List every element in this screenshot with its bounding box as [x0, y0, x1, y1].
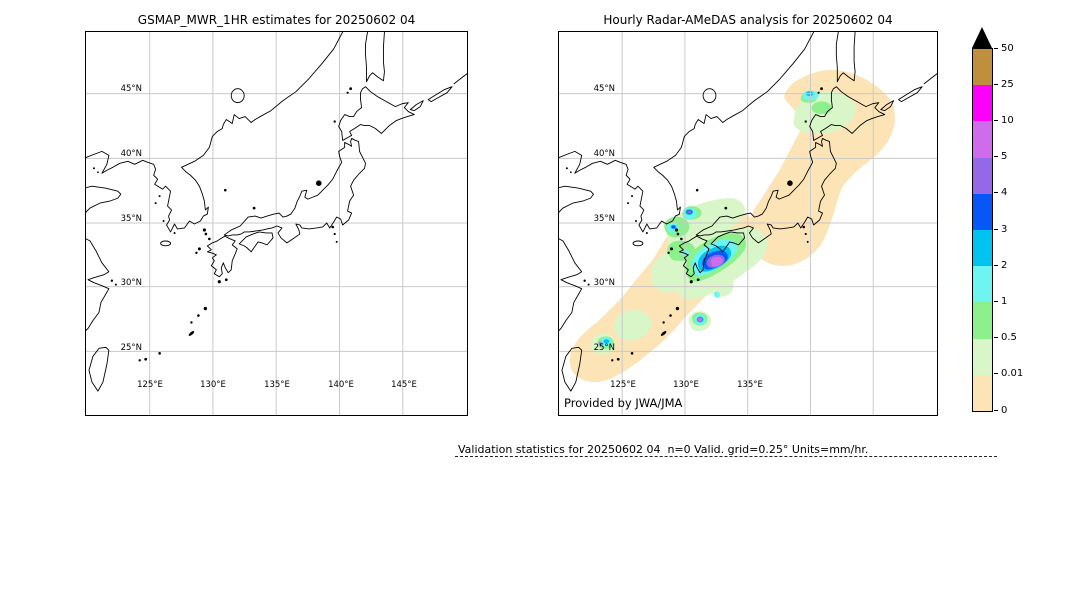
colorbar-tick-mark [994, 337, 998, 339]
colorbar-tick-label: 0 [1001, 404, 1008, 416]
lat-tick: 45°N [593, 84, 615, 94]
footer-dashed-separator [455, 456, 997, 457]
colorbar-segment [973, 302, 992, 339]
lon-tick: 130°E [673, 380, 699, 390]
lat-tick: 40°N [593, 149, 615, 159]
colorbar-overflow-triangle [972, 27, 992, 48]
lat-tick: 30°N [120, 278, 142, 288]
validation-statistics-text: Validation statistics for 20250602 04 n=… [458, 443, 869, 456]
colorbar-tick: 0 [994, 405, 1007, 416]
colorbar-segment [973, 121, 992, 158]
lon-tick: 145°E [391, 380, 417, 390]
colorbar-tick: 0.5 [994, 332, 1017, 343]
colorbar-tick-label: 0.5 [1001, 332, 1017, 344]
colorbar-segment [973, 85, 992, 122]
left-map-title: GSMAP_MWR_1HR estimates for 20250602 04 [137, 13, 416, 27]
lon-tick: 125°E [610, 380, 636, 390]
colorbar-tick: 0.01 [994, 368, 1023, 379]
radar-amedas-map-panel: 45°N 40°N 35°N 30°N 25°N 125°E 130°E 135… [558, 31, 938, 416]
colorbar-segment [973, 266, 992, 303]
colorbar-tick: 1 [994, 296, 1007, 307]
colorbar-ticks: 50 25 10 5 4 3 2 1 0.5 0.01 0 [994, 43, 1054, 416]
colorbar-tick-label: 50 [1001, 42, 1014, 54]
lat-tick: 35°N [120, 214, 142, 224]
lat-tick: 25°N [120, 343, 142, 353]
lat-tick: 35°N [593, 214, 615, 224]
gsmap-map-panel: 45°N 40°N 35°N 30°N 25°N 125°E 130°E 135… [85, 31, 468, 416]
lon-tick: 135°E [264, 380, 290, 390]
lat-tick: 40°N [120, 149, 142, 159]
colorbar-tick: 3 [994, 224, 1007, 235]
lon-tick: 130°E [200, 380, 226, 390]
colorbar-segment [973, 49, 992, 86]
colorbar-tick-mark [994, 119, 998, 121]
lon-tick: 125°E [137, 380, 163, 390]
colorbar-tick-mark [994, 409, 998, 411]
data-credit: Provided by JWA/JMA [564, 396, 683, 410]
colorbar-bar [972, 48, 993, 412]
colorbar-segment [973, 230, 992, 267]
lat-tick: 25°N [593, 343, 615, 353]
colorbar-tick-mark [994, 83, 998, 85]
lon-tick: 140°E [328, 380, 354, 390]
colorbar-tick: 5 [994, 151, 1007, 162]
colorbar-tick-label: 10 [1001, 114, 1014, 126]
colorbar-tick: 10 [994, 115, 1014, 126]
colorbar-tick-label: 5 [1001, 151, 1008, 163]
colorbar-segment [973, 338, 992, 375]
colorbar-tick-mark [994, 156, 998, 158]
gsmap-map-canvas [86, 32, 467, 415]
colorbar-tick: 4 [994, 187, 1007, 198]
colorbar-segment [973, 157, 992, 194]
colorbar-tick-label: 1 [1001, 295, 1008, 307]
colorbar-tick-mark [994, 264, 998, 266]
colorbar-tick-label: 0.01 [1001, 368, 1024, 380]
colorbar-tick-mark [994, 47, 998, 49]
colorbar-tick-mark [994, 192, 998, 194]
colorbar-tick-label: 2 [1001, 259, 1008, 271]
lon-tick: 135°E [737, 380, 763, 390]
colorbar-segment [973, 374, 992, 412]
colorbar-tick: 50 [994, 43, 1014, 54]
lat-tick: 45°N [120, 84, 142, 94]
colorbar-tick: 25 [994, 79, 1014, 90]
colorbar-tick-mark [994, 228, 998, 230]
radar-amedas-map-canvas [559, 32, 937, 415]
colorbar-tick: 2 [994, 260, 1007, 271]
colorbar-tick-label: 4 [1001, 187, 1008, 199]
right-map-title: Hourly Radar-AMeDAS analysis for 2025060… [603, 13, 893, 27]
colorbar-tick-mark [994, 300, 998, 302]
colorbar-tick-label: 25 [1001, 78, 1014, 90]
lat-tick: 30°N [593, 278, 615, 288]
colorbar-tick-label: 3 [1001, 223, 1008, 235]
colorbar-tick-mark [994, 373, 998, 375]
colorbar-segment [973, 193, 992, 231]
